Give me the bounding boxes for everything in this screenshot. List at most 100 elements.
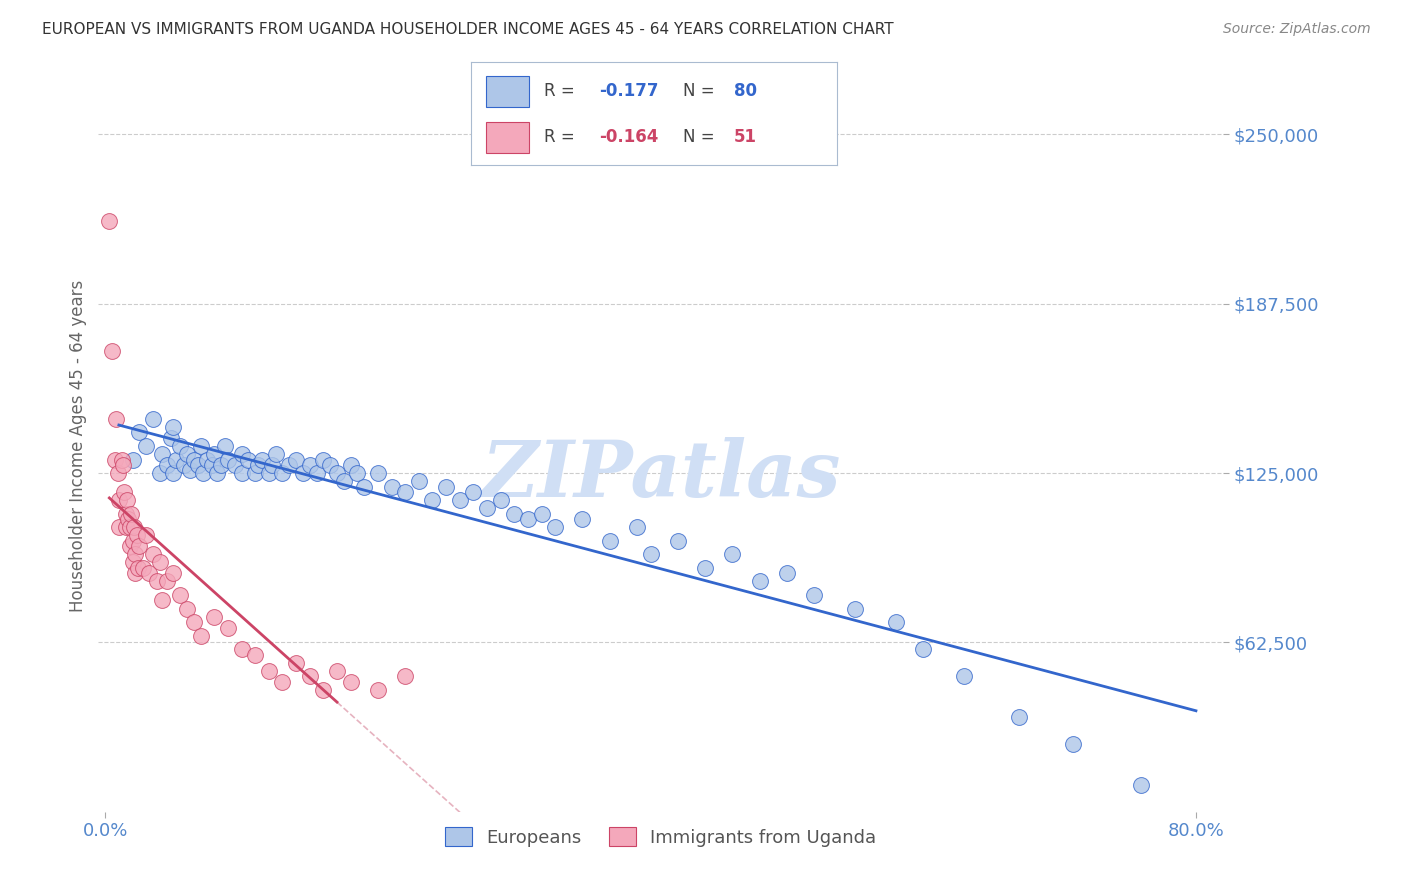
- Point: [152, 593, 174, 607]
- Point: [120, 507, 142, 521]
- Point: [200, 458, 222, 472]
- Point: [245, 466, 267, 480]
- Point: [291, 466, 314, 480]
- Point: [190, 439, 212, 453]
- Point: [367, 466, 389, 480]
- Point: [128, 425, 150, 440]
- Point: [271, 674, 294, 689]
- Point: [193, 466, 215, 480]
- Point: [138, 566, 160, 581]
- Point: [408, 474, 430, 488]
- Point: [571, 512, 593, 526]
- Point: [394, 485, 416, 500]
- Point: [516, 512, 538, 526]
- Point: [353, 480, 375, 494]
- Point: [803, 588, 825, 602]
- Point: [162, 466, 184, 480]
- Point: [169, 439, 191, 453]
- Point: [108, 493, 131, 508]
- Point: [183, 452, 205, 467]
- Point: [149, 466, 172, 480]
- Text: -0.164: -0.164: [599, 128, 658, 146]
- Point: [105, 412, 128, 426]
- Point: [165, 452, 187, 467]
- Text: ZIPatlas: ZIPatlas: [481, 437, 841, 514]
- Point: [257, 466, 280, 480]
- Point: [214, 439, 236, 453]
- Point: [245, 648, 267, 662]
- Point: [162, 420, 184, 434]
- Point: [121, 533, 143, 548]
- Point: [748, 574, 770, 589]
- Point: [599, 533, 621, 548]
- Point: [187, 458, 209, 472]
- Point: [1062, 737, 1084, 751]
- Point: [179, 463, 201, 477]
- Point: [176, 601, 198, 615]
- Point: [278, 458, 301, 472]
- Text: Source: ZipAtlas.com: Source: ZipAtlas.com: [1223, 22, 1371, 37]
- Point: [110, 452, 132, 467]
- Point: [169, 588, 191, 602]
- Point: [346, 466, 368, 480]
- Point: [380, 480, 402, 494]
- Bar: [485, 76, 530, 106]
- Point: [367, 682, 389, 697]
- Y-axis label: Householder Income Ages 45 - 64 years: Householder Income Ages 45 - 64 years: [69, 280, 87, 612]
- Point: [544, 520, 567, 534]
- Point: [128, 539, 150, 553]
- Point: [449, 493, 471, 508]
- Bar: [485, 122, 530, 153]
- Point: [197, 452, 219, 467]
- Point: [146, 574, 169, 589]
- Legend: Europeans, Immigrants from Uganda: Europeans, Immigrants from Uganda: [437, 820, 884, 854]
- Point: [1008, 710, 1031, 724]
- Point: [209, 458, 232, 472]
- Point: [112, 485, 135, 500]
- Text: EUROPEAN VS IMMIGRANTS FROM UGANDA HOUSEHOLDER INCOME AGES 45 - 64 YEARS CORRELA: EUROPEAN VS IMMIGRANTS FROM UGANDA HOUSE…: [42, 22, 894, 37]
- Text: N =: N =: [683, 128, 720, 146]
- Point: [231, 642, 253, 657]
- Point: [326, 664, 349, 678]
- Point: [135, 439, 157, 453]
- Point: [333, 474, 356, 488]
- Point: [475, 501, 498, 516]
- Point: [108, 520, 131, 534]
- Point: [155, 458, 177, 472]
- Point: [463, 485, 485, 500]
- Point: [159, 431, 181, 445]
- Point: [125, 528, 148, 542]
- Point: [503, 507, 526, 521]
- Point: [271, 466, 294, 480]
- Point: [104, 452, 127, 467]
- Point: [339, 674, 361, 689]
- Point: [135, 528, 157, 542]
- Point: [142, 412, 165, 426]
- Text: 51: 51: [734, 128, 758, 146]
- Point: [1130, 778, 1153, 792]
- Point: [98, 214, 121, 228]
- Point: [246, 458, 269, 472]
- Point: [394, 669, 416, 683]
- Point: [285, 452, 308, 467]
- Point: [190, 629, 212, 643]
- Point: [127, 561, 149, 575]
- Point: [122, 520, 145, 534]
- Point: [884, 615, 907, 629]
- Point: [298, 669, 321, 683]
- Point: [111, 458, 134, 472]
- Point: [238, 452, 260, 467]
- Point: [121, 452, 143, 467]
- Point: [422, 493, 444, 508]
- Point: [132, 561, 155, 575]
- Point: [231, 466, 253, 480]
- Point: [114, 507, 136, 521]
- Point: [121, 556, 143, 570]
- Point: [666, 533, 689, 548]
- Point: [115, 493, 138, 508]
- Point: [231, 447, 253, 461]
- Point: [224, 458, 246, 472]
- Point: [312, 452, 335, 467]
- Point: [530, 507, 553, 521]
- Point: [298, 458, 321, 472]
